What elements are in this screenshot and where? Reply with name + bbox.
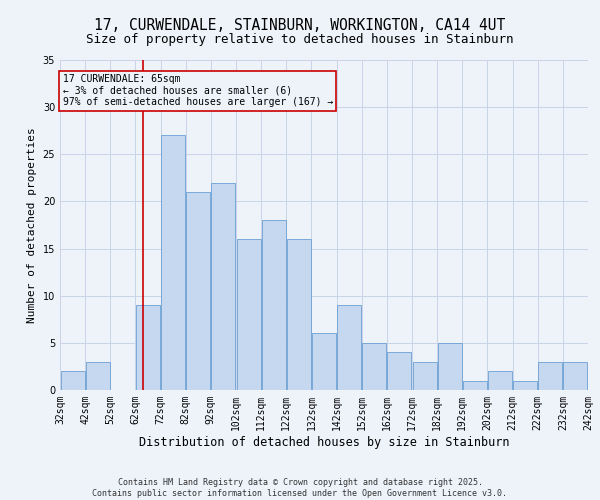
Bar <box>312 334 336 390</box>
Bar <box>287 239 311 390</box>
Bar <box>513 380 537 390</box>
Bar <box>538 362 562 390</box>
Text: 17, CURWENDALE, STAINBURN, WORKINGTON, CA14 4UT: 17, CURWENDALE, STAINBURN, WORKINGTON, C… <box>94 18 506 32</box>
Bar <box>262 220 286 390</box>
Bar <box>161 136 185 390</box>
Bar <box>362 343 386 390</box>
Bar <box>86 362 110 390</box>
Text: 17 CURWENDALE: 65sqm
← 3% of detached houses are smaller (6)
97% of semi-detache: 17 CURWENDALE: 65sqm ← 3% of detached ho… <box>62 74 333 108</box>
Bar <box>136 305 160 390</box>
Y-axis label: Number of detached properties: Number of detached properties <box>27 127 37 323</box>
Bar <box>488 371 512 390</box>
Bar <box>337 305 361 390</box>
Bar <box>211 182 235 390</box>
Bar <box>187 192 210 390</box>
Bar <box>413 362 437 390</box>
Bar <box>236 239 260 390</box>
Bar <box>61 371 85 390</box>
Bar <box>438 343 461 390</box>
X-axis label: Distribution of detached houses by size in Stainburn: Distribution of detached houses by size … <box>139 436 509 448</box>
Bar <box>463 380 487 390</box>
Bar <box>563 362 587 390</box>
Bar <box>388 352 412 390</box>
Text: Size of property relative to detached houses in Stainburn: Size of property relative to detached ho… <box>86 32 514 46</box>
Text: Contains HM Land Registry data © Crown copyright and database right 2025.
Contai: Contains HM Land Registry data © Crown c… <box>92 478 508 498</box>
